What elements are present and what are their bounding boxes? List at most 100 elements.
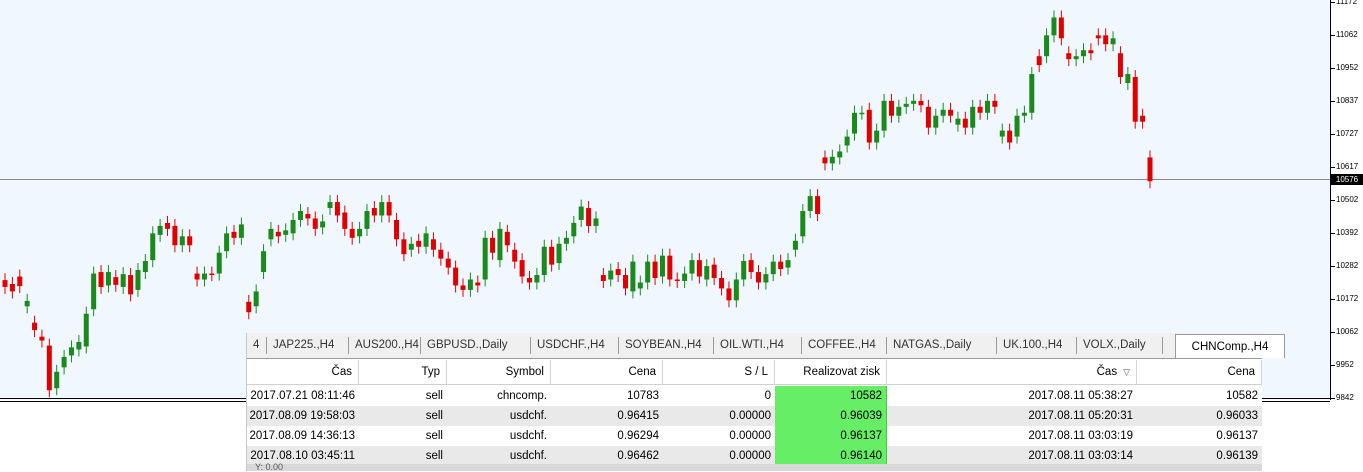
table-cell: 2017.08.10 03:45:11 bbox=[250, 450, 355, 462]
candle-bear bbox=[1140, 115, 1146, 122]
table-cell: 0.00000 bbox=[729, 430, 771, 442]
status-strip bbox=[247, 464, 1262, 471]
tab-soybean-h4[interactable]: SOYBEAN.,H4 bbox=[619, 337, 714, 354]
candle-bull bbox=[659, 255, 665, 277]
column-header[interactable]: Symbol bbox=[447, 360, 551, 384]
candlestick-chart[interactable] bbox=[0, 0, 1330, 400]
axis-tick-mark bbox=[1331, 299, 1335, 300]
candle-bear bbox=[600, 275, 606, 281]
table-row[interactable]: 2017.08.09 14:36:13 sell usdchf. 0.96294 0.0… bbox=[247, 426, 1262, 446]
candle-bull bbox=[157, 225, 163, 235]
axis-tick-label: 9842 bbox=[1336, 393, 1354, 402]
candle-bull bbox=[563, 237, 569, 244]
tab-chncomp-h4[interactable]: CHNComp.,H4 bbox=[1175, 334, 1285, 358]
axis-tick-label: 11172 bbox=[1336, 0, 1358, 6]
candle-bull bbox=[608, 270, 614, 280]
column-header-label: Typ bbox=[421, 366, 440, 378]
table-cell: usdchf. bbox=[509, 430, 547, 442]
terminal-panel: 4 JAP225.,H4 AUS200.,H4 GBPUSD.,Daily USDCHF… bbox=[246, 333, 1285, 472]
candle-bear bbox=[231, 231, 237, 238]
candle-bull bbox=[785, 260, 791, 268]
candle-bull bbox=[911, 100, 917, 104]
candle-bear bbox=[866, 109, 872, 143]
candle-bull bbox=[320, 221, 326, 228]
candle-bull bbox=[379, 202, 385, 216]
candle-bear bbox=[460, 285, 466, 290]
candle-bull bbox=[364, 211, 370, 229]
tab-coffee-h4[interactable]: COFFEE.,H4 bbox=[802, 337, 887, 354]
axis-tick-label: 10062 bbox=[1336, 327, 1359, 336]
current-price-label: 10576 bbox=[1331, 173, 1363, 185]
candle-bear bbox=[815, 196, 821, 214]
column-header[interactable]: Typ bbox=[359, 360, 447, 384]
candle-bear bbox=[416, 240, 422, 247]
table-cell: 0.96033 bbox=[1216, 410, 1258, 422]
axis-tick-mark bbox=[1331, 68, 1335, 69]
candle-bull bbox=[534, 275, 540, 283]
tab-usdchf-h4[interactable]: USDCHF.,H4 bbox=[531, 337, 619, 354]
candle-bear bbox=[822, 157, 828, 164]
candle-bear bbox=[209, 273, 215, 276]
candle-bear bbox=[504, 231, 510, 246]
table-row[interactable]: 2017.07.21 08:11:46 sell chncomp. 10783 0 105… bbox=[247, 386, 1262, 406]
candle-bull bbox=[179, 236, 185, 246]
column-header[interactable]: S / L bbox=[663, 360, 775, 384]
column-header[interactable]: Čas ▽ bbox=[887, 360, 1137, 384]
tab-volx-daily[interactable]: VOLX.,Daily bbox=[1077, 337, 1163, 354]
table-cell: 0.96039 bbox=[775, 406, 887, 426]
candle-bull bbox=[637, 282, 643, 289]
tab-4[interactable]: 4 bbox=[247, 337, 267, 354]
candle-bear bbox=[1147, 157, 1153, 182]
table-cell: 0.96294 bbox=[617, 430, 659, 442]
candle-bear bbox=[748, 260, 754, 273]
column-header[interactable]: Cena bbox=[1137, 360, 1262, 384]
candle-bear bbox=[888, 100, 894, 116]
axis-tick-label: 10617 bbox=[1336, 162, 1359, 171]
candle-bear bbox=[925, 106, 931, 128]
candle-bull bbox=[1051, 17, 1057, 36]
candle-bear bbox=[334, 202, 340, 216]
candle-bull bbox=[571, 222, 577, 237]
candle-bull bbox=[1110, 38, 1116, 45]
tab-natgas-daily[interactable]: NATGAS.,Daily bbox=[887, 337, 997, 354]
candle-bear bbox=[719, 278, 725, 289]
candle-bear bbox=[1088, 50, 1094, 54]
tab-uk-100-h4[interactable]: UK.100.,H4 bbox=[997, 337, 1077, 354]
candle-bull bbox=[578, 206, 584, 220]
candle-bear bbox=[342, 212, 348, 229]
column-header-label: Čas bbox=[331, 366, 352, 378]
column-header[interactable]: Čas bbox=[247, 360, 359, 384]
candle-bear bbox=[1066, 53, 1072, 60]
tab-aus200-h4[interactable]: AUS200.,H4 bbox=[349, 337, 421, 354]
candle-bull bbox=[1081, 50, 1087, 57]
candle-bull bbox=[105, 272, 111, 286]
candle-bear bbox=[187, 236, 193, 246]
tab-oil-wti-h4[interactable]: OIL.WTI.,H4 bbox=[714, 337, 802, 354]
table-cell: usdchf. bbox=[509, 450, 547, 462]
candle-bear bbox=[386, 202, 392, 216]
candle-bear bbox=[490, 237, 496, 253]
candle-bull bbox=[859, 112, 865, 115]
candle-bear bbox=[394, 219, 400, 240]
axis-tick-mark bbox=[1331, 233, 1335, 234]
tab-jap225-h4[interactable]: JAP225.,H4 bbox=[267, 337, 349, 354]
candle-bear bbox=[275, 231, 281, 237]
column-header[interactable]: Realizovat zisk bbox=[775, 360, 887, 384]
candle-bull bbox=[792, 240, 798, 250]
axis-tick-mark bbox=[1331, 332, 1335, 333]
tab-gbpusd-daily[interactable]: GBPUSD.,Daily bbox=[421, 337, 531, 354]
table-cell: 2017.08.09 19:58:03 bbox=[249, 410, 355, 422]
candle-bear bbox=[1095, 35, 1101, 39]
candle-bear bbox=[667, 255, 673, 280]
candle-bear bbox=[1058, 17, 1064, 39]
candle-bear bbox=[615, 269, 621, 276]
table-cell: 10582 bbox=[1226, 390, 1258, 402]
column-header[interactable]: Cena bbox=[551, 360, 663, 384]
table-row[interactable]: 2017.08.10 03:45:11 sell usdchf. 0.96462 0.0… bbox=[247, 446, 1262, 466]
candle-bull bbox=[741, 261, 747, 280]
candle-bull bbox=[357, 228, 363, 237]
sort-icon[interactable]: ▽ bbox=[1123, 367, 1130, 377]
table-row[interactable]: 2017.08.09 19:58:03 sell usdchf. 0.96415 0.0… bbox=[247, 406, 1262, 426]
candle-bull bbox=[874, 130, 880, 143]
candle-bull bbox=[238, 224, 244, 238]
